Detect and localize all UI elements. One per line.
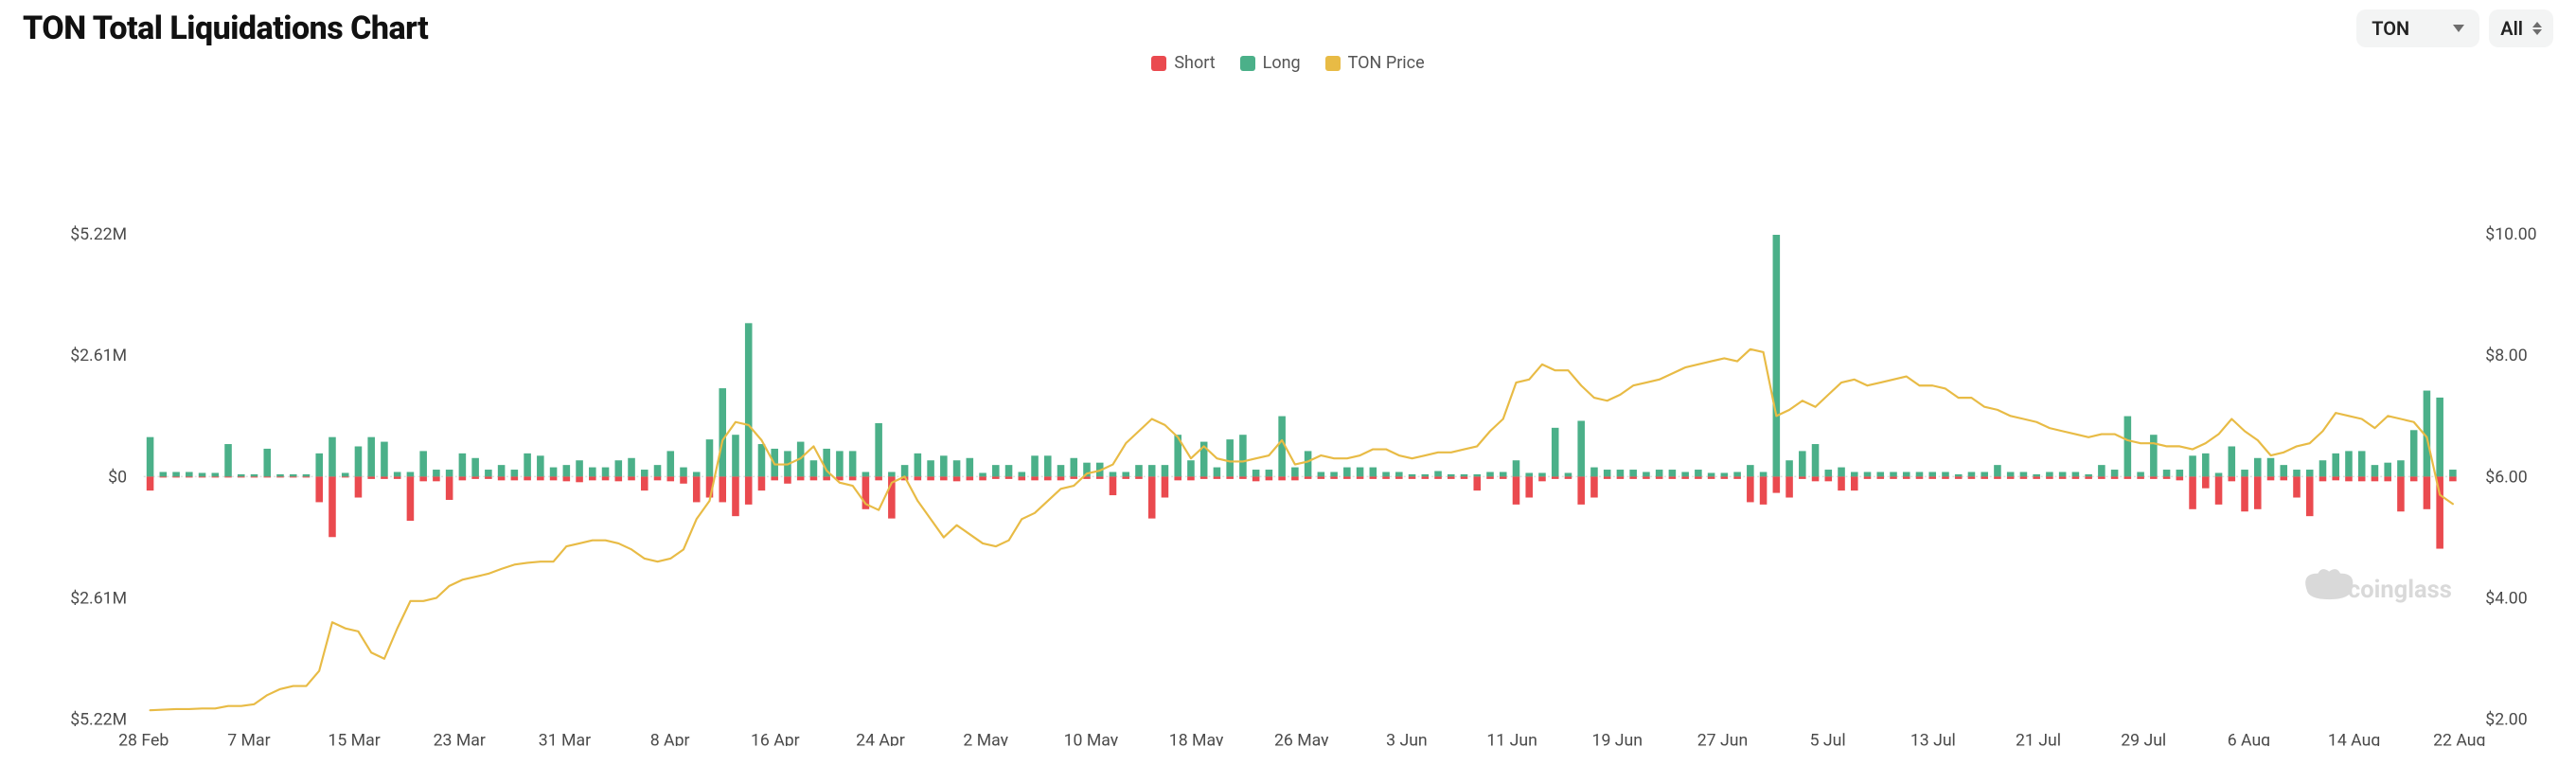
svg-text:$0: $0 (108, 467, 127, 487)
svg-text:$5.22M: $5.22M (70, 710, 127, 730)
svg-text:13 Jul: 13 Jul (1910, 731, 1956, 746)
range-selector[interactable]: All (2489, 9, 2553, 47)
svg-text:23 Mar: 23 Mar (434, 731, 486, 746)
svg-text:19 Jun: 19 Jun (1592, 731, 1643, 746)
legend-item-short[interactable]: Short (1151, 53, 1215, 73)
svg-text:10 May: 10 May (1064, 731, 1119, 746)
chart-svg: $5.22M $2.61M $0 $2.61M $5.22M $10.00 $8.00 $6.… (23, 77, 2553, 746)
svg-text:18 May: 18 May (1169, 731, 1224, 746)
legend-label-price: TON Price (1348, 53, 1425, 73)
svg-text:3 Jun: 3 Jun (1386, 731, 1428, 746)
svg-text:$4.00: $4.00 (2485, 589, 2527, 609)
svg-text:7 Mar: 7 Mar (227, 731, 270, 746)
svg-text:$5.22M: $5.22M (70, 224, 127, 244)
svg-text:$2.61M: $2.61M (70, 346, 127, 365)
svg-text:$10.00: $10.00 (2485, 224, 2536, 244)
sort-icon (2532, 22, 2542, 35)
svg-text:29 Jul: 29 Jul (2121, 731, 2166, 746)
svg-text:11 Jun: 11 Jun (1486, 731, 1537, 746)
legend-swatch-short (1151, 56, 1166, 71)
svg-text:$6.00: $6.00 (2485, 467, 2527, 487)
legend-swatch-long (1240, 56, 1255, 71)
chart-plot[interactable]: $5.22M $2.61M $0 $2.61M $5.22M $10.00 $8.00 $6.… (23, 77, 2553, 746)
svg-text:22 Aug: 22 Aug (2433, 731, 2485, 746)
svg-text:2 May: 2 May (963, 731, 1008, 746)
svg-text:26 May: 26 May (1274, 731, 1329, 746)
svg-text:$2.00: $2.00 (2485, 710, 2527, 730)
chart-legend: Short Long TON Price (23, 53, 2553, 73)
asset-selector-value: TON (2372, 17, 2409, 40)
svg-text:$2.61M: $2.61M (70, 589, 127, 609)
svg-text:16 Apr: 16 Apr (751, 731, 800, 746)
range-selector-value: All (2500, 17, 2523, 40)
legend-label-long: Long (1263, 53, 1301, 73)
svg-text:5 Jul: 5 Jul (1810, 731, 1846, 746)
chart-title: TON Total Liquidations Chart (23, 9, 428, 47)
svg-text:21 Jul: 21 Jul (2016, 731, 2061, 746)
svg-text:31 Mar: 31 Mar (539, 731, 591, 746)
svg-text:28 Feb: 28 Feb (118, 731, 169, 746)
legend-item-long[interactable]: Long (1240, 53, 1301, 73)
asset-selector[interactable]: TON (2356, 9, 2479, 47)
svg-text:24 Apr: 24 Apr (856, 731, 905, 746)
svg-text:coinglass: coinglass (2348, 576, 2452, 604)
chevron-down-icon (2453, 25, 2464, 32)
svg-text:6 Aug: 6 Aug (2228, 731, 2270, 746)
svg-text:15 Mar: 15 Mar (328, 731, 380, 746)
svg-text:8 Apr: 8 Apr (650, 731, 690, 746)
svg-text:14 Aug: 14 Aug (2328, 731, 2380, 746)
legend-swatch-price (1325, 56, 1341, 71)
svg-text:27 Jun: 27 Jun (1697, 731, 1748, 746)
chart-header: TON Total Liquidations Chart TON All (23, 9, 2553, 47)
legend-label-short: Short (1174, 53, 1215, 73)
chart-controls: TON All (2356, 9, 2553, 47)
legend-item-price[interactable]: TON Price (1325, 53, 1425, 73)
svg-text:$8.00: $8.00 (2485, 346, 2527, 365)
